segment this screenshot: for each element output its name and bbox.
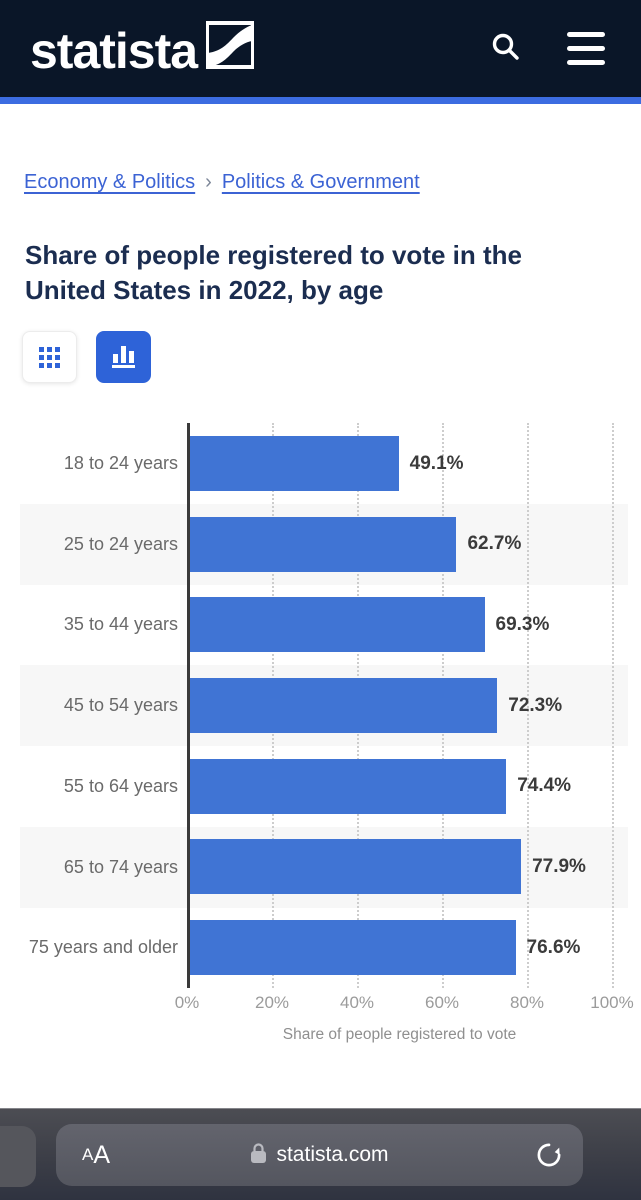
table-view-button[interactable] (22, 331, 77, 383)
url-center: statista.com (56, 1124, 583, 1186)
chart-view-button[interactable] (96, 331, 151, 383)
breadcrumb-link-economy-politics[interactable]: Economy & Politics (24, 171, 196, 193)
bar[interactable] (190, 677, 498, 733)
search-icon[interactable] (491, 32, 521, 65)
x-axis-title: Share of people registered to vote (282, 1026, 517, 1043)
value-label: 49.1% (409, 452, 464, 474)
value-label: 77.9% (532, 856, 586, 877)
category-label: 45 to 54 years (63, 695, 178, 716)
gridline (527, 423, 529, 988)
table-grid-icon (39, 346, 60, 368)
value-label: 76.6% (526, 936, 581, 958)
x-axis-tick: 0% (174, 993, 200, 1012)
bar-chart-icon (112, 346, 135, 368)
bar[interactable] (190, 516, 457, 572)
category-label: 35 to 44 years (63, 614, 178, 635)
x-axis-tick: 100% (590, 993, 634, 1012)
breadcrumb-separator: › (205, 171, 212, 193)
previous-tab-stub[interactable] (0, 1126, 36, 1187)
bar[interactable] (190, 758, 507, 814)
x-axis-tick: 40% (339, 993, 375, 1012)
statista-wordmark: statista (30, 23, 198, 79)
bar-chart: 18 to 24 years 49.1% 25 to 24 years 62.7% 35… (0, 423, 641, 1063)
bar[interactable] (190, 839, 522, 895)
view-toggles (22, 331, 151, 383)
y-axis-line (187, 423, 190, 988)
value-label: 74.4% (517, 775, 572, 797)
breadcrumb-link-politics-government[interactable]: Politics & Government (221, 171, 420, 193)
lock-icon (250, 1142, 267, 1169)
category-label: 55 to 64 years (63, 775, 178, 796)
page-title: Share of people registered to vote in th… (25, 240, 522, 305)
value-label: 72.3% (508, 694, 563, 716)
breadcrumb: Economy & Politics › Politics & Government (24, 171, 420, 194)
category-label: 18 to 24 years (63, 453, 178, 473)
bar[interactable] (190, 435, 399, 491)
statista-logo-icon (206, 21, 255, 74)
header-accent-line (0, 97, 641, 104)
x-axis-tick: 60% (424, 993, 460, 1012)
site-header: statista (0, 0, 641, 97)
category-label: 25 to 24 years (63, 533, 178, 554)
x-axis-tick: 20% (254, 993, 290, 1012)
statista-logo[interactable]: statista (30, 21, 255, 79)
url-text: statista.com (276, 1143, 389, 1166)
refresh-icon[interactable] (535, 1124, 563, 1186)
bar[interactable] (190, 597, 485, 653)
hamburger-menu-icon[interactable] (567, 32, 605, 65)
category-label: 65 to 74 years (63, 856, 178, 877)
x-axis-tick: 80% (509, 993, 545, 1012)
bar[interactable] (190, 920, 516, 976)
category-label: 75 years and older (28, 937, 178, 958)
value-label: 69.3% (495, 613, 550, 635)
value-label: 62.7% (467, 533, 522, 555)
gridline (612, 423, 614, 988)
